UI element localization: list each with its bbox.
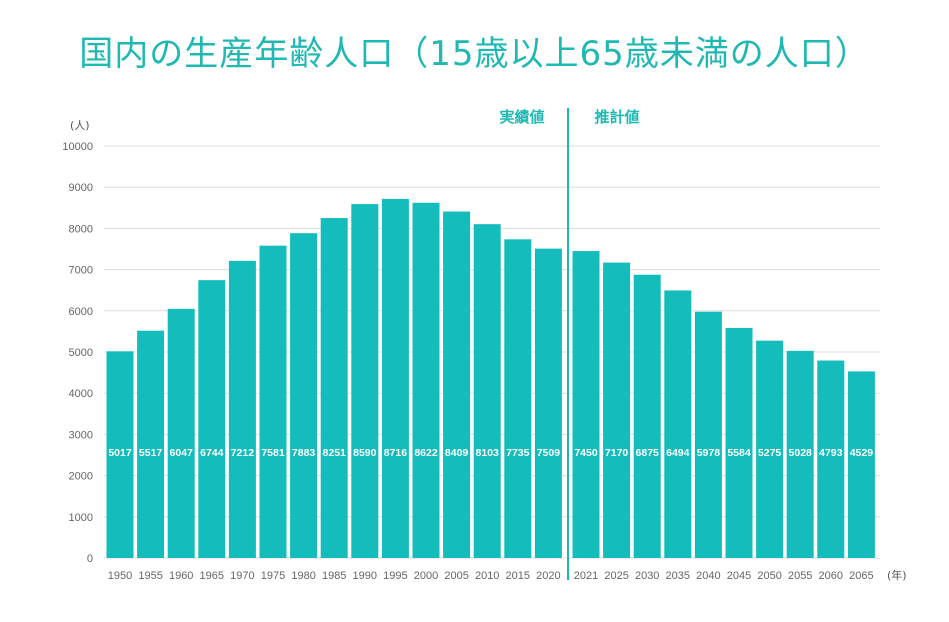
y-tick-label: 7000 — [69, 265, 93, 277]
y-tick-label: 5000 — [69, 347, 93, 359]
x-tick-label: 2060 — [819, 570, 843, 582]
bar-2025 — [603, 262, 631, 558]
data-label: 8251 — [323, 447, 347, 459]
data-label: 8103 — [476, 447, 500, 459]
y-tick-label: 9000 — [69, 182, 93, 194]
y-axis-ticks: 0 1000 2000 3000 4000 5000 6000 7000 8000 9000 100… — [62, 141, 93, 565]
y-tick-label: 6000 — [69, 306, 93, 318]
x-axis-ticks: 1950 1955 1960 1965 1970 1975 1980 1985 1990 1995… — [108, 570, 874, 582]
data-labels: 5017 5517 6047 6744 7212 7581 7883 8251 8590 8716… — [108, 447, 873, 459]
bar-2030 — [633, 274, 661, 558]
x-tick-label: 1950 — [108, 570, 132, 582]
bar-1960 — [167, 308, 195, 558]
data-label: 7581 — [261, 447, 285, 459]
data-label: 7170 — [605, 447, 629, 459]
bar-1970 — [228, 260, 256, 558]
x-tick-label: 2000 — [414, 570, 438, 582]
y-tick-label: 8000 — [69, 223, 93, 235]
bar-1950 — [106, 351, 134, 558]
x-tick-label: 2025 — [604, 570, 628, 582]
chart-title: 国内の生産年齢人口（15歳以上65歳未満の人口） — [79, 34, 870, 74]
y-tick-label: 4000 — [69, 388, 93, 400]
bar-2020 — [534, 248, 562, 558]
bar-1955 — [137, 330, 165, 558]
bar-2055 — [786, 350, 814, 558]
x-tick-label: 2035 — [666, 570, 690, 582]
bar-2000 — [412, 202, 440, 558]
x-tick-label: 1975 — [261, 570, 285, 582]
data-label: 8716 — [384, 447, 408, 459]
data-label: 5275 — [758, 447, 782, 459]
bar-1975 — [259, 245, 287, 559]
bar-2045 — [725, 327, 753, 558]
x-tick-label: 2040 — [696, 570, 720, 582]
x-tick-label: 2055 — [788, 570, 812, 582]
bar-1990 — [351, 204, 379, 559]
x-tick-label: 2021 — [574, 570, 598, 582]
x-tick-label: 2005 — [444, 570, 468, 582]
x-tick-label: 1970 — [230, 570, 254, 582]
bar-1985 — [320, 218, 348, 558]
x-tick-label: 2065 — [849, 570, 873, 582]
bar-2065 — [847, 371, 875, 558]
x-tick-label: 2030 — [635, 570, 659, 582]
data-label: 7509 — [537, 447, 561, 459]
data-label: 6744 — [200, 447, 224, 459]
bar-2035 — [664, 290, 692, 558]
x-axis-unit: (年) — [887, 568, 907, 582]
data-label: 6494 — [666, 447, 690, 459]
x-tick-label: 1995 — [383, 570, 407, 582]
bar-2060 — [817, 360, 845, 558]
x-tick-label: 1960 — [169, 570, 193, 582]
x-tick-label: 2050 — [757, 570, 781, 582]
y-tick-label: 2000 — [69, 471, 93, 483]
data-label: 5584 — [727, 447, 751, 459]
y-tick-label: 1000 — [69, 512, 93, 524]
data-label: 8590 — [353, 447, 377, 459]
data-label: 6875 — [636, 447, 660, 459]
x-tick-label: 1955 — [138, 570, 162, 582]
data-label: 5028 — [789, 447, 813, 459]
bar-2010 — [473, 224, 501, 558]
bar-1995 — [381, 198, 409, 558]
x-tick-label: 1985 — [322, 570, 346, 582]
x-tick-label: 2010 — [475, 570, 499, 582]
data-label: 4793 — [819, 447, 843, 459]
x-tick-label: 1980 — [291, 570, 315, 582]
x-tick-label: 2045 — [727, 570, 751, 582]
y-tick-label: 3000 — [69, 429, 93, 441]
bar-2015 — [504, 239, 532, 558]
x-tick-label: 2020 — [536, 570, 560, 582]
x-tick-label: 2015 — [506, 570, 530, 582]
data-label: 7735 — [506, 447, 530, 459]
bar-2040 — [694, 311, 722, 558]
bar-2005 — [443, 211, 471, 558]
x-tick-label: 1965 — [200, 570, 224, 582]
region-label-estimate: 推計値 — [594, 108, 639, 126]
data-label: 8409 — [445, 447, 469, 459]
data-label: 6047 — [170, 447, 194, 459]
data-label: 5978 — [697, 447, 721, 459]
data-label: 5017 — [108, 447, 132, 459]
data-label: 7212 — [231, 447, 255, 459]
data-label: 5517 — [139, 447, 163, 459]
x-tick-label: 1990 — [353, 570, 377, 582]
bar-2050 — [756, 340, 784, 558]
y-tick-label: 10000 — [62, 141, 93, 153]
data-label: 7450 — [574, 447, 598, 459]
region-label-actual: 実績値 — [499, 108, 544, 126]
bar-1965 — [198, 280, 226, 558]
data-label: 4529 — [850, 447, 874, 459]
y-axis-unit: (人) — [70, 119, 90, 132]
data-label: 8622 — [414, 447, 438, 459]
bars — [106, 198, 875, 559]
data-label: 7883 — [292, 447, 316, 459]
y-tick-label: 0 — [87, 553, 93, 565]
bar-2021 — [572, 251, 600, 558]
bar-1980 — [290, 233, 318, 558]
